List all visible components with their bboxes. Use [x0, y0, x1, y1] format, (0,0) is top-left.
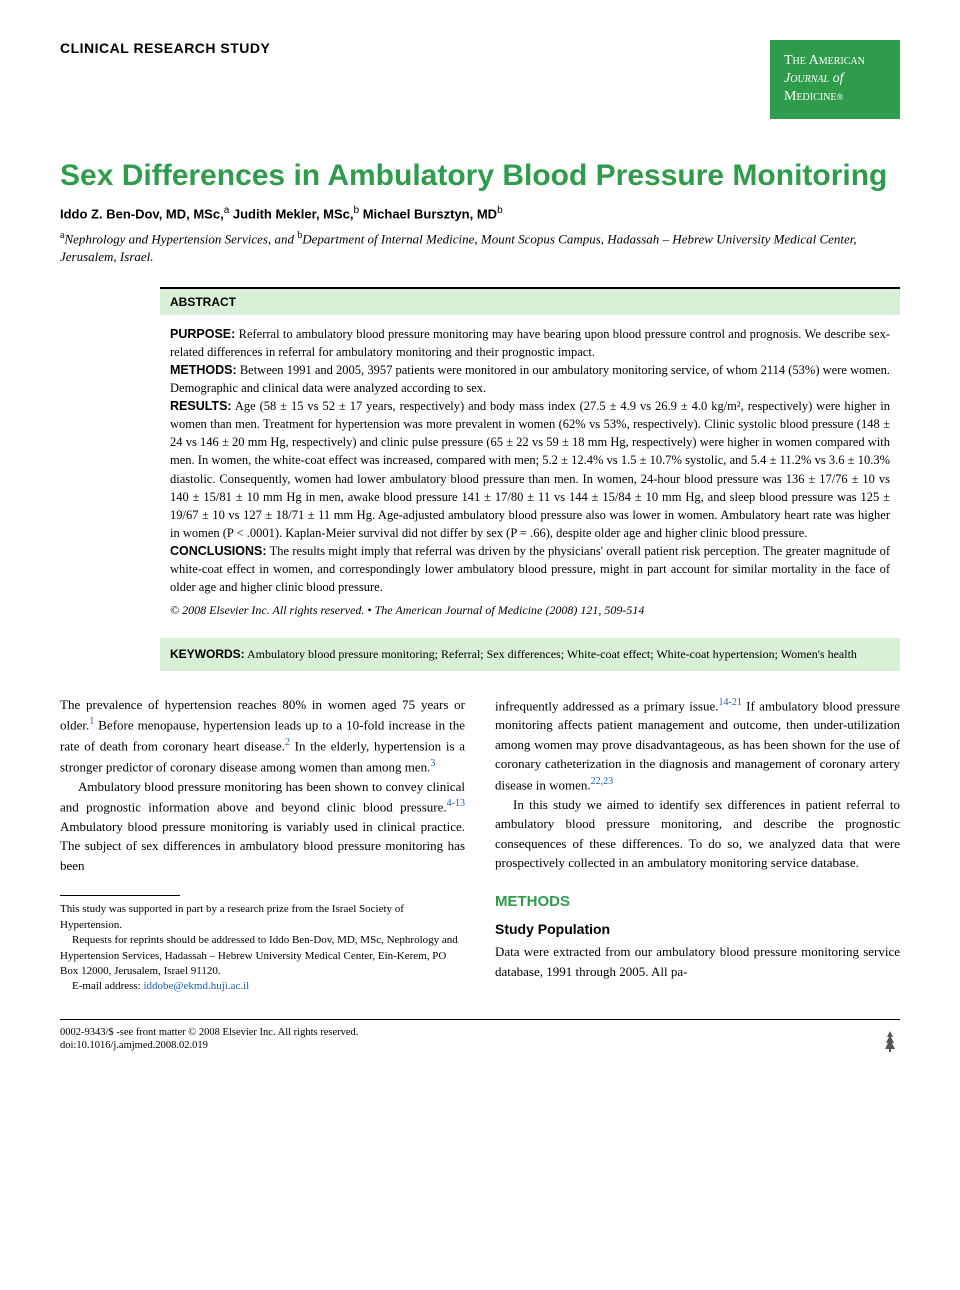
footnote-3: E-mail address: iddobe@ekmd.huji.ac.il — [60, 979, 465, 994]
ref-4-13[interactable]: 4-13 — [447, 798, 465, 809]
journal-line3: Medicine® — [784, 88, 886, 106]
footnote-2: Requests for reprints should be addresse… — [60, 933, 465, 979]
study-population-heading: Study Population — [495, 919, 900, 940]
ref-14-21[interactable]: 14-21 — [719, 697, 742, 708]
footnotes: This study was supported in part by a re… — [60, 902, 465, 994]
methods-heading: METHODS — [495, 891, 900, 914]
journal-badge: The American Journal of Medicine® — [770, 40, 900, 119]
methods-label: METHODS: — [170, 363, 237, 377]
affiliations-line: aNephrology and Hypertension Services, a… — [60, 229, 900, 267]
keywords-label: KEYWORDS: — [170, 647, 245, 661]
section-label: CLINICAL RESEARCH STUDY — [60, 40, 270, 56]
purpose-label: PURPOSE: — [170, 327, 235, 341]
footnote-divider — [60, 895, 180, 896]
ref-3[interactable]: 3 — [430, 758, 435, 769]
copyright-line: © 2008 Elsevier Inc. All rights reserved… — [170, 602, 890, 619]
purpose-text: Referral to ambulatory blood pressure mo… — [170, 327, 890, 359]
body-p1: The prevalence of hypertension reaches 8… — [60, 695, 465, 777]
bottom-left: 0002-9343/$ -see front matter © 2008 Els… — [60, 1026, 358, 1053]
results-text: Age (58 ± 15 vs 52 ± 17 years, respectiv… — [170, 399, 890, 540]
methods-text: Between 1991 and 2005, 3957 patients wer… — [170, 363, 890, 395]
keywords-box: KEYWORDS: Ambulatory blood pressure moni… — [160, 638, 900, 671]
doi-line: doi:10.1016/j.amjmed.2008.02.019 — [60, 1039, 358, 1053]
issn-line: 0002-9343/$ -see front matter © 2008 Els… — [60, 1026, 358, 1040]
abstract-header: ABSTRACT — [160, 289, 900, 315]
conclusions-label: CONCLUSIONS: — [170, 544, 267, 558]
conclusions-text: The results might imply that referral wa… — [170, 544, 890, 594]
bottom-bar: 0002-9343/$ -see front matter © 2008 Els… — [60, 1019, 900, 1053]
abstract-box: ABSTRACT PURPOSE: Referral to ambulatory… — [160, 287, 900, 630]
keywords-text: Ambulatory blood pressure monitoring; Re… — [245, 647, 857, 661]
body-columns: The prevalence of hypertension reaches 8… — [60, 695, 900, 995]
authors-line: Iddo Z. Ben-Dov, MD, MSc,a Judith Mekler… — [60, 205, 900, 221]
journal-line2: Journal of — [784, 70, 886, 88]
abstract-body: PURPOSE: Referral to ambulatory blood pr… — [160, 315, 900, 630]
email-link[interactable]: iddobe@ekmd.huji.ac.il — [143, 980, 249, 992]
footnote-1: This study was supported in part by a re… — [60, 902, 465, 933]
ref-22-23[interactable]: 22,23 — [591, 776, 614, 787]
body-p4: In this study we aimed to identify sex d… — [495, 795, 900, 873]
results-label: RESULTS: — [170, 399, 232, 413]
article-title: Sex Differences in Ambulatory Blood Pres… — [60, 159, 900, 193]
left-column: The prevalence of hypertension reaches 8… — [60, 695, 465, 995]
journal-line1: The American — [784, 52, 886, 70]
body-p3: infrequently addressed as a primary issu… — [495, 695, 900, 795]
body-p2: Ambulatory blood pressure monitoring has… — [60, 777, 465, 876]
page-header: CLINICAL RESEARCH STUDY The American Jou… — [60, 40, 900, 119]
elsevier-tree-icon — [880, 1029, 900, 1053]
right-column: infrequently addressed as a primary issu… — [495, 695, 900, 995]
study-population-text: Data were extracted from our ambulatory … — [495, 942, 900, 981]
